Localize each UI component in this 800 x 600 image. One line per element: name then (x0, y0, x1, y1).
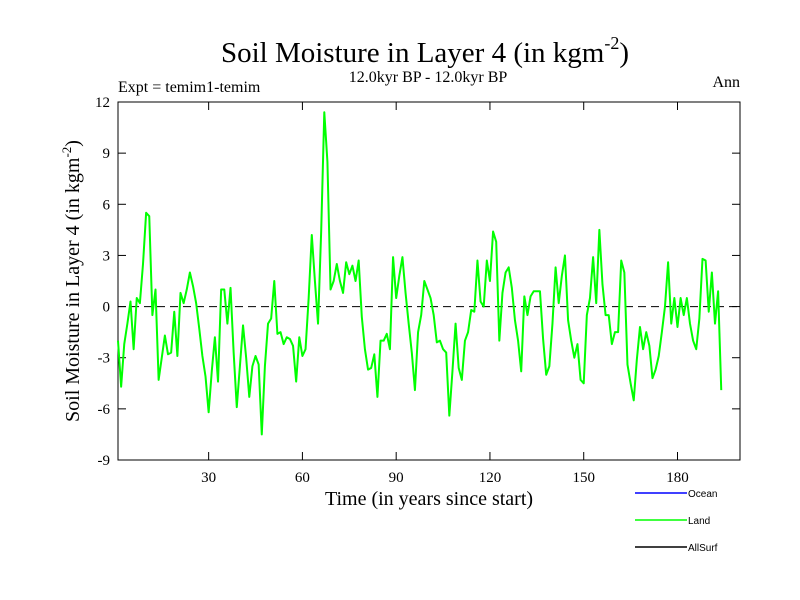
y-tick-label: -6 (98, 402, 111, 418)
x-tick-label: 150 (572, 470, 595, 486)
series-group (117, 111, 723, 436)
x-tick-label: 60 (295, 470, 310, 486)
x-tick-label: 30 (201, 470, 216, 486)
season-label: Ann (712, 74, 740, 91)
x-axis-ticks: 30 60 90 120 150 180 (201, 102, 689, 486)
y-tick-label: 0 (103, 300, 111, 316)
legend-label-allsurf: AllSurf (688, 543, 718, 554)
y-axis-label: Soil Moisture in Layer 4 (in kgm-2) (59, 140, 84, 422)
y-tick-label: -9 (98, 453, 111, 469)
y-tick-label: 3 (103, 248, 111, 264)
legend-label-land: Land (688, 516, 710, 527)
x-tick-label: 180 (666, 470, 689, 486)
series-line-land (117, 111, 723, 436)
expt-label: Expt = temim1-temim (118, 79, 261, 96)
y-tick-label: 9 (103, 146, 111, 162)
legend-label-ocean: Ocean (688, 489, 717, 500)
x-tick-label: 120 (479, 470, 502, 486)
x-tick-label: 90 (389, 470, 404, 486)
x-axis-label: Time (in years since start) (325, 488, 533, 510)
y-tick-label: 12 (95, 95, 110, 111)
y-tick-label: 6 (103, 197, 111, 213)
legend: Ocean Land AllSurf (635, 489, 718, 554)
plot-frame (117, 101, 741, 461)
y-tick-label: -3 (98, 351, 111, 367)
chart-subtitle: 12.0kyr BP - 12.0kyr BP (349, 69, 508, 86)
chart-title: Soil Moisture in Layer 4 (in kgm-2) (221, 33, 629, 69)
